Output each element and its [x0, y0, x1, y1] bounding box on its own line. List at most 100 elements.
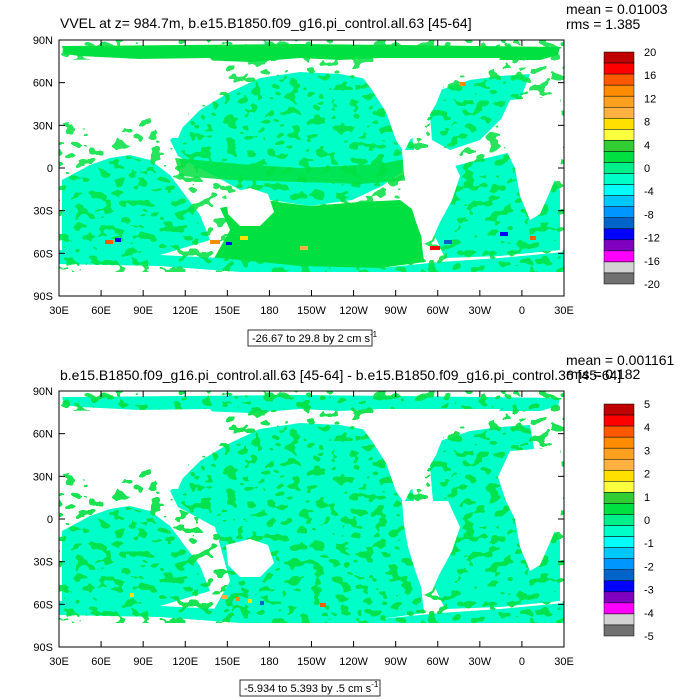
panel-1-range-label: -26.67 to 29.8 by 2 cm s	[252, 333, 371, 345]
x-tick-label: 150W	[297, 656, 326, 668]
x-tick-label: 30E	[49, 656, 69, 668]
colorbar-swatch	[603, 84, 635, 97]
colorbar-swatch	[603, 73, 635, 86]
x-tick-label: 90W	[384, 305, 407, 317]
panel-2-ocean	[59, 391, 564, 647]
panel-1-range-box: -26.67 to 29.8 by 2 cm s-1	[247, 329, 378, 347]
colorbar-label: 16	[644, 70, 656, 82]
svg-text:-5.934 to 5.393 by .5 cm s-1: -5.934 to 5.393 by .5 cm s-1	[244, 680, 379, 695]
colorbar-swatch	[603, 184, 635, 196]
y-tick-label: 90N	[33, 35, 53, 47]
colorbar-swatch	[603, 217, 635, 230]
panel-1-ocean	[59, 40, 564, 296]
colorbar-swatch	[603, 118, 635, 130]
colorbar-swatch	[603, 272, 635, 285]
x-tick-label: 120W	[339, 656, 368, 668]
colorbar-swatch	[603, 525, 635, 537]
colorbar-swatch	[603, 470, 635, 482]
panel-2-range-label: -5.934 to 5.393 by .5 cm s	[244, 683, 372, 695]
panel-1-map	[59, 40, 564, 296]
colorbar-label: -8	[644, 209, 654, 221]
x-tick-label: 0	[519, 656, 525, 668]
y-tick-label: 90S	[33, 642, 53, 654]
panel-2-range-exp: -1	[371, 680, 379, 689]
south-america	[402, 150, 460, 244]
panel-1-title: VVEL at z= 984.7m, b.e15.B1850.f09_g16.p…	[60, 15, 472, 31]
x-tick-label: 150E	[214, 305, 240, 317]
x-tick-label: 150E	[214, 656, 240, 668]
colorbar-swatch	[603, 436, 635, 449]
x-tick-label: 120E	[172, 656, 198, 668]
panel-2-x-ticks: 30E 60E 90E 120E 150E 180 150W 120W 90W 60W 30W 0 30…	[49, 391, 574, 668]
panel-1-eddies	[105, 82, 536, 250]
colorbar-label: -4	[644, 608, 654, 620]
panel-2-mean: mean = 0.001161	[566, 352, 675, 368]
colorbar-swatch	[603, 140, 635, 152]
north-america	[360, 58, 470, 152]
colorbar-label: 0	[644, 163, 650, 175]
x-tick-label: 30E	[554, 656, 574, 668]
colorbar-swatch	[603, 624, 635, 637]
x-tick-label: 90E	[133, 656, 153, 668]
colorbar-swatch	[603, 228, 635, 241]
colorbar-swatch	[603, 403, 635, 416]
x-tick-label: 120E	[172, 305, 198, 317]
x-tick-label: 30W	[469, 305, 492, 317]
panel-1-colorbar: 20 16 12 8 4 0 -4 -8 -12 -16 -20	[603, 47, 660, 291]
panel-1-range-exp: -1	[370, 330, 378, 339]
y-tick-label: 30S	[33, 557, 53, 569]
panel-2-range-box: -5.934 to 5.393 by .5 cm s-1	[239, 679, 381, 697]
y-tick-label: 30N	[33, 120, 53, 132]
colorbar-label: 4	[644, 140, 650, 152]
x-tick-label: 150W	[297, 305, 326, 317]
panel-1-land	[59, 58, 564, 296]
y-tick-label: 90N	[33, 386, 53, 398]
north-america	[360, 409, 470, 503]
panel-1-y-ticks: 90N 60N 30N 0 30S 60S 90S	[33, 35, 564, 303]
colorbar-swatch	[603, 481, 635, 493]
colorbar-swatch	[603, 206, 635, 218]
panel-2-map	[59, 391, 564, 647]
y-tick-label: 60N	[33, 78, 53, 90]
panel-1: VVEL at z= 984.7m, b.e15.B1850.f09_g16.p…	[33, 1, 668, 347]
x-tick-label: 30E	[554, 305, 574, 317]
x-tick-label: 90W	[384, 656, 407, 668]
africa	[498, 96, 564, 220]
colorbar-swatch	[603, 602, 635, 615]
x-tick-label: 60W	[426, 305, 449, 317]
colorbar-swatch	[603, 492, 635, 504]
y-tick-label: 0	[47, 163, 53, 175]
colorbar-label: -12	[644, 233, 660, 245]
panel-1-mean: mean = 0.01003	[566, 1, 668, 17]
australia	[226, 539, 274, 577]
colorbar-label: -4	[644, 186, 654, 198]
colorbar-swatch	[603, 425, 635, 438]
greenland	[450, 58, 500, 74]
x-tick-label: 60E	[91, 656, 111, 668]
x-tick-label: 120W	[339, 305, 368, 317]
y-tick-label: 90S	[33, 291, 53, 303]
panel-2-eddies	[130, 593, 326, 607]
colorbar-swatch	[603, 458, 635, 471]
colorbar-label: 0	[644, 515, 650, 527]
y-tick-label: 30S	[33, 206, 53, 218]
colorbar-swatch	[603, 195, 635, 207]
colorbar-swatch	[603, 613, 635, 626]
x-tick-label: 180	[260, 656, 278, 668]
colorbar-label: 4	[644, 422, 650, 434]
svg-text:-26.67 to 29.8 by 2 cm s-1: -26.67 to 29.8 by 2 cm s-1	[252, 330, 378, 345]
colorbar-swatch	[603, 558, 635, 570]
colorbar-swatch	[603, 503, 635, 515]
colorbar-swatch	[603, 173, 635, 185]
x-tick-label: 90E	[133, 305, 153, 317]
x-tick-label: 180	[260, 305, 278, 317]
x-tick-label: 60E	[91, 305, 111, 317]
colorbar-label: 3	[644, 445, 650, 457]
colorbar-swatch	[603, 162, 635, 174]
y-tick-label: 30N	[33, 471, 53, 483]
greenland	[450, 409, 500, 425]
colorbar-label: -3	[644, 585, 654, 597]
panel-2: b.e15.B1850.f09_g16.pi_control.all.63 [4…	[33, 352, 675, 697]
colorbar-label: -16	[644, 256, 660, 268]
colorbar-swatch	[603, 95, 635, 108]
